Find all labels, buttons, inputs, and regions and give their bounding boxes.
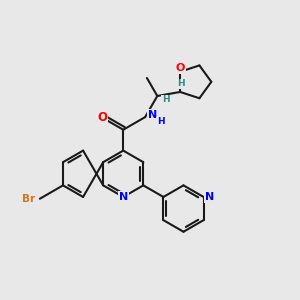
Text: O: O bbox=[176, 63, 185, 73]
Text: O: O bbox=[98, 111, 107, 124]
Text: N: N bbox=[118, 192, 128, 202]
Text: N: N bbox=[148, 110, 158, 120]
Text: H: H bbox=[177, 79, 184, 88]
Text: H: H bbox=[162, 95, 170, 104]
Text: H: H bbox=[157, 117, 164, 126]
Text: N: N bbox=[205, 192, 214, 202]
Text: Br: Br bbox=[22, 194, 35, 204]
